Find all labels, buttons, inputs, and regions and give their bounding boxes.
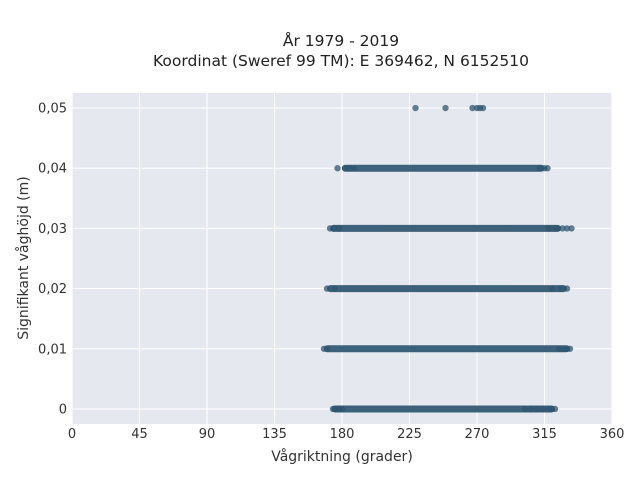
- data-point: [544, 165, 551, 172]
- x-tick-label: 225: [397, 427, 422, 442]
- data-point: [412, 104, 419, 112]
- dense-point-band: [342, 164, 545, 172]
- data-point: [331, 285, 338, 292]
- data-point: [335, 225, 343, 232]
- data-point: [323, 285, 331, 292]
- data-point: [556, 345, 563, 352]
- data-point: [442, 104, 449, 112]
- chart-subtitle: Koordinat (Sweref 99 TM): E 369462, N 61…: [153, 52, 529, 70]
- data-point: [554, 225, 562, 232]
- dense-point-band: [331, 405, 555, 413]
- y-tick-label: 0,01: [38, 342, 67, 357]
- data-point: [331, 225, 338, 232]
- data-point: [338, 405, 346, 413]
- y-tick-label: 0: [59, 402, 67, 417]
- data-point: [469, 104, 476, 112]
- data-point: [521, 405, 529, 413]
- data-point: [533, 405, 541, 413]
- y-tick-label: 0,02: [38, 282, 67, 297]
- data-point: [551, 405, 559, 413]
- x-tick-labels: 0 45 90 135 180 225 270 315 360: [68, 427, 625, 442]
- y-tick-label: 0,05: [38, 102, 67, 117]
- x-tick-label: 45: [131, 427, 148, 442]
- y-axis-label: Signifikant våghöjd (m): [15, 176, 32, 339]
- data-point: [563, 225, 571, 232]
- data-point: [536, 165, 544, 172]
- data-point: [548, 285, 556, 292]
- dense-point-band: [330, 224, 561, 232]
- data-point: [563, 285, 571, 292]
- data-point: [346, 165, 353, 172]
- x-tick-label: 180: [330, 427, 355, 442]
- y-tick-labels: 0 0,01 0,02 0,03 0,04 0,05: [38, 102, 67, 418]
- dense-point-band: [327, 285, 567, 293]
- data-points: [320, 104, 575, 413]
- data-point: [527, 405, 535, 413]
- data-point: [559, 225, 566, 232]
- data-point: [326, 225, 334, 232]
- data-point: [341, 165, 349, 172]
- dense-point-band: [324, 345, 570, 353]
- x-axis-label: Vågriktning (grader): [271, 448, 413, 465]
- data-point: [323, 345, 331, 352]
- data-point: [557, 285, 565, 292]
- data-point: [539, 405, 547, 413]
- x-tick-label: 360: [600, 427, 625, 442]
- y-tick-label: 0,04: [38, 162, 67, 177]
- data-point: [334, 165, 341, 172]
- data-point: [350, 165, 358, 172]
- x-tick-label: 0: [68, 427, 76, 442]
- chart-title: År 1979 - 2019: [283, 31, 399, 50]
- x-tick-label: 270: [465, 427, 490, 442]
- x-tick-label: 135: [262, 427, 287, 442]
- x-tick-label: 90: [199, 427, 216, 442]
- x-tick-label: 315: [532, 427, 557, 442]
- y-tick-label: 0,03: [38, 222, 67, 237]
- data-point: [545, 225, 553, 232]
- data-point: [568, 225, 575, 232]
- data-point: [566, 345, 574, 352]
- data-point: [479, 104, 487, 112]
